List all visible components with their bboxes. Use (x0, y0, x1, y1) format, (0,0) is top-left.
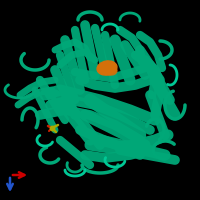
Ellipse shape (103, 65, 117, 75)
Point (50, 126, 54, 130)
Ellipse shape (97, 61, 117, 75)
